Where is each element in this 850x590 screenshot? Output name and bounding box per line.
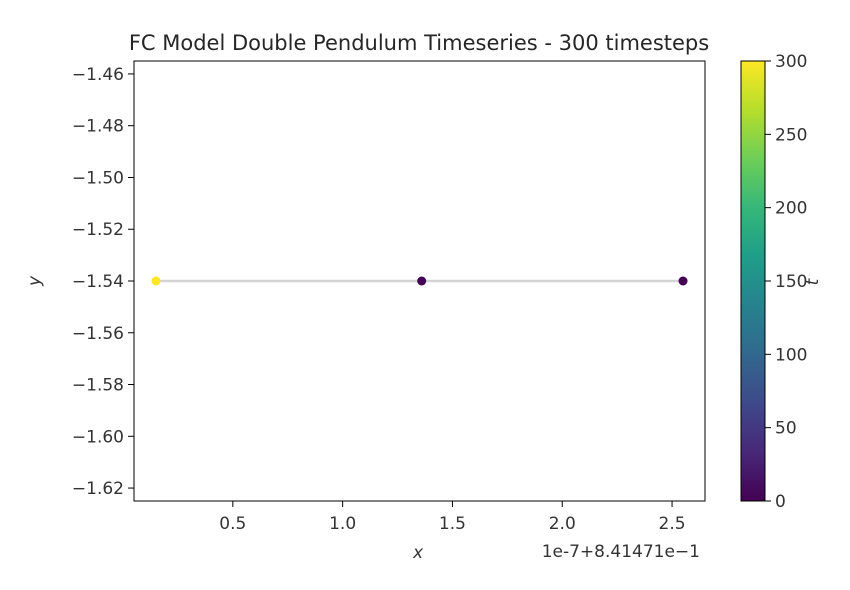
colorbar-tick-label: 200 [775,199,807,219]
colorbar-tick-label: 300 [775,52,807,72]
y-ticks: −1.46 −1.48 −1.50 −1.52 −1.54 −1.56 −1.58 −1.60… [72,65,134,499]
x-tick-label: 1.0 [329,514,356,534]
y-tick-label: −1.48 [72,117,124,137]
chart-title: FC Model Double Pendulum Timeseries - 30… [129,31,709,55]
y-tick-label: −1.54 [72,272,124,292]
data-point-1 [417,276,427,286]
x-tick-label: 0.5 [219,514,246,534]
y-tick-label: −1.60 [72,427,124,447]
colorbar-tick-label: 0 [775,492,786,512]
colorbar-tick-label: 150 [775,272,807,292]
colorbar-tick-label: 50 [775,419,797,439]
y-tick-label: −1.52 [72,220,124,240]
colorbar-tick-label: 100 [775,345,807,365]
colorbar-tick-label: 250 [775,125,807,145]
colorbar: 0 50 100 150 200 250 300 t [740,52,823,512]
x-tick-label: 2.5 [659,514,686,534]
y-tick-label: −1.62 [72,479,124,499]
data-point-0 [678,276,688,286]
colorbar-label: t [803,277,823,285]
y-tick-label: −1.56 [72,324,124,344]
x-tick-label: 1.5 [439,514,466,534]
y-tick-label: −1.58 [72,376,124,396]
x-offset-label: 1e-7+8.41471e−1 [542,542,700,562]
x-ticks: 0.5 1.0 1.5 2.0 2.5 [219,501,686,534]
y-tick-label: −1.50 [72,168,124,188]
data-point-2 [151,276,161,286]
x-axis-label: x [412,543,424,563]
plot-area: 0.5 1.0 1.5 2.0 2.5 −1.46 −1.48 −1.50 −1.52 −1.5… [72,60,706,534]
points-layer [151,276,688,286]
colorbar-ticks: 0 50 100 150 200 250 300 [765,52,807,512]
y-axis-label: y [25,275,45,287]
x-tick-label: 2.0 [549,514,576,534]
colorbar-gradient [740,60,766,502]
y-tick-label: −1.46 [72,65,124,85]
